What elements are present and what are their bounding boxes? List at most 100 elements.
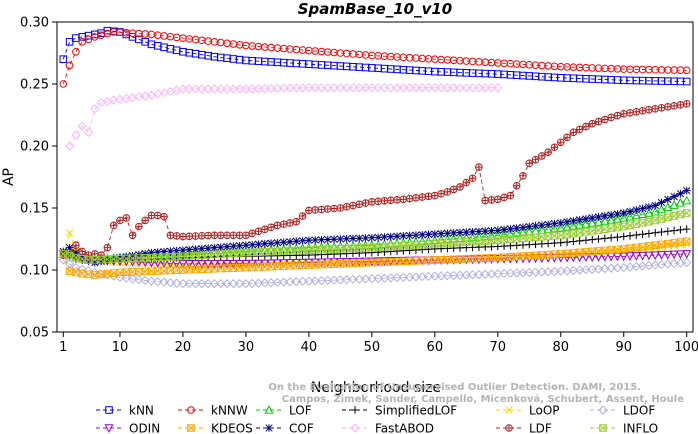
data-point-cof <box>657 198 666 207</box>
data-point-ldf <box>355 200 364 208</box>
data-point-knnw <box>59 80 68 88</box>
data-point-ldf <box>185 232 194 240</box>
data-point-ldof <box>241 279 251 289</box>
data-point-cof <box>594 213 603 221</box>
data-point-fastabod <box>77 121 87 131</box>
data-point-cof <box>626 207 634 216</box>
data-point-ldf <box>305 206 313 215</box>
data-point-ldf <box>531 155 540 164</box>
data-point-ldof <box>512 268 522 278</box>
data-point-cof <box>65 243 74 252</box>
data-point-simplifiedlof <box>588 235 597 244</box>
data-point-cof <box>160 247 168 256</box>
data-point-fastabod <box>83 127 94 137</box>
data-point-kdeos <box>638 242 647 251</box>
data-point-cof <box>481 227 489 235</box>
data-point-ldf <box>235 231 244 239</box>
data-point-ldf <box>512 181 521 190</box>
y-tick-label: 0.15 <box>20 202 49 217</box>
data-point-lof <box>612 213 622 223</box>
legend-label: LoOP <box>529 404 560 418</box>
data-point-ldof <box>222 279 232 289</box>
data-point-ldf <box>544 148 552 156</box>
data-point-lof <box>644 207 654 217</box>
data-point-odin <box>562 253 572 263</box>
data-point-cof <box>506 225 515 233</box>
data-point-fastabod <box>367 83 377 93</box>
data-point-ldof <box>228 279 238 289</box>
data-point-fastabod <box>247 84 257 94</box>
data-point-odin <box>209 260 219 269</box>
data-point-ldf <box>462 178 471 187</box>
data-point-ldf <box>386 196 395 205</box>
data-point-odin <box>644 251 654 261</box>
data-point-ldof <box>568 265 578 276</box>
data-point-odin <box>373 257 383 267</box>
data-point-ldf <box>538 152 546 160</box>
data-point-cof <box>242 241 250 249</box>
data-point-cof <box>380 233 389 241</box>
data-point-lof <box>342 241 352 250</box>
data-point-cof <box>569 217 578 225</box>
data-point-loop <box>343 258 351 266</box>
data-point-lof <box>367 240 377 249</box>
data-point-ldf <box>475 163 483 171</box>
series-knnw <box>59 28 691 88</box>
data-point-odin <box>675 250 685 260</box>
data-point-fastabod <box>430 83 440 93</box>
x-tick-label: 80 <box>552 340 569 355</box>
data-point-odin <box>367 257 377 267</box>
data-point-odin <box>625 252 635 262</box>
data-point-cof <box>153 248 162 256</box>
data-point-ldf <box>676 101 685 109</box>
data-point-kdeos <box>216 264 225 273</box>
data-point-ldof <box>178 279 188 289</box>
data-point-ldf <box>506 191 515 200</box>
data-point-ldf <box>493 195 502 204</box>
data-point-ldof <box>367 274 377 284</box>
data-point-knn <box>172 46 181 55</box>
x-tick-label: 20 <box>175 340 192 355</box>
data-point-fastabod <box>455 83 465 93</box>
legend-marker <box>187 406 195 414</box>
data-point-ldf <box>418 193 427 201</box>
data-point-ldf <box>128 231 137 239</box>
data-point-simplifiedlof <box>563 238 571 246</box>
data-point-fastabod <box>297 83 308 93</box>
data-point-kdeos <box>153 267 162 275</box>
data-point-cof <box>399 232 408 240</box>
data-point-ldof <box>436 271 446 281</box>
data-point-ldf <box>519 172 527 180</box>
data-point-cof <box>651 201 660 210</box>
legend-item-inflo: INFLO <box>590 422 658 434</box>
data-point-fastabod <box>474 83 484 93</box>
data-point-ldf <box>588 119 597 128</box>
data-point-fastabod <box>197 84 207 94</box>
data-point-ldof <box>405 272 415 282</box>
data-point-cof <box>519 223 527 232</box>
credit-line-1: Campos, Zimek, Sander, Campello, Micenko… <box>282 393 684 405</box>
data-point-inflo <box>670 212 678 220</box>
data-point-cof <box>368 233 376 242</box>
data-point-inflo <box>594 226 603 234</box>
data-point-cof <box>279 238 288 247</box>
data-point-ldf <box>179 232 187 241</box>
y-tick-label: 0.25 <box>20 78 49 93</box>
data-point-ldof <box>140 275 150 286</box>
data-point-ldf <box>172 232 181 240</box>
data-point-ldf <box>613 111 622 120</box>
data-point-odin <box>191 260 201 269</box>
data-point-ldof <box>486 269 497 279</box>
data-point-ldf <box>682 100 691 108</box>
data-point-inflo <box>569 229 578 238</box>
data-point-odin <box>178 260 188 269</box>
data-point-inflo <box>588 227 597 235</box>
data-point-ldof <box>127 274 138 284</box>
data-point-lof <box>619 212 629 222</box>
legend-label: COF <box>289 422 314 434</box>
data-point-ldf <box>632 108 641 116</box>
data-point-ldf <box>323 205 332 213</box>
data-point-odin <box>379 257 389 267</box>
data-point-ldof <box>386 273 396 283</box>
